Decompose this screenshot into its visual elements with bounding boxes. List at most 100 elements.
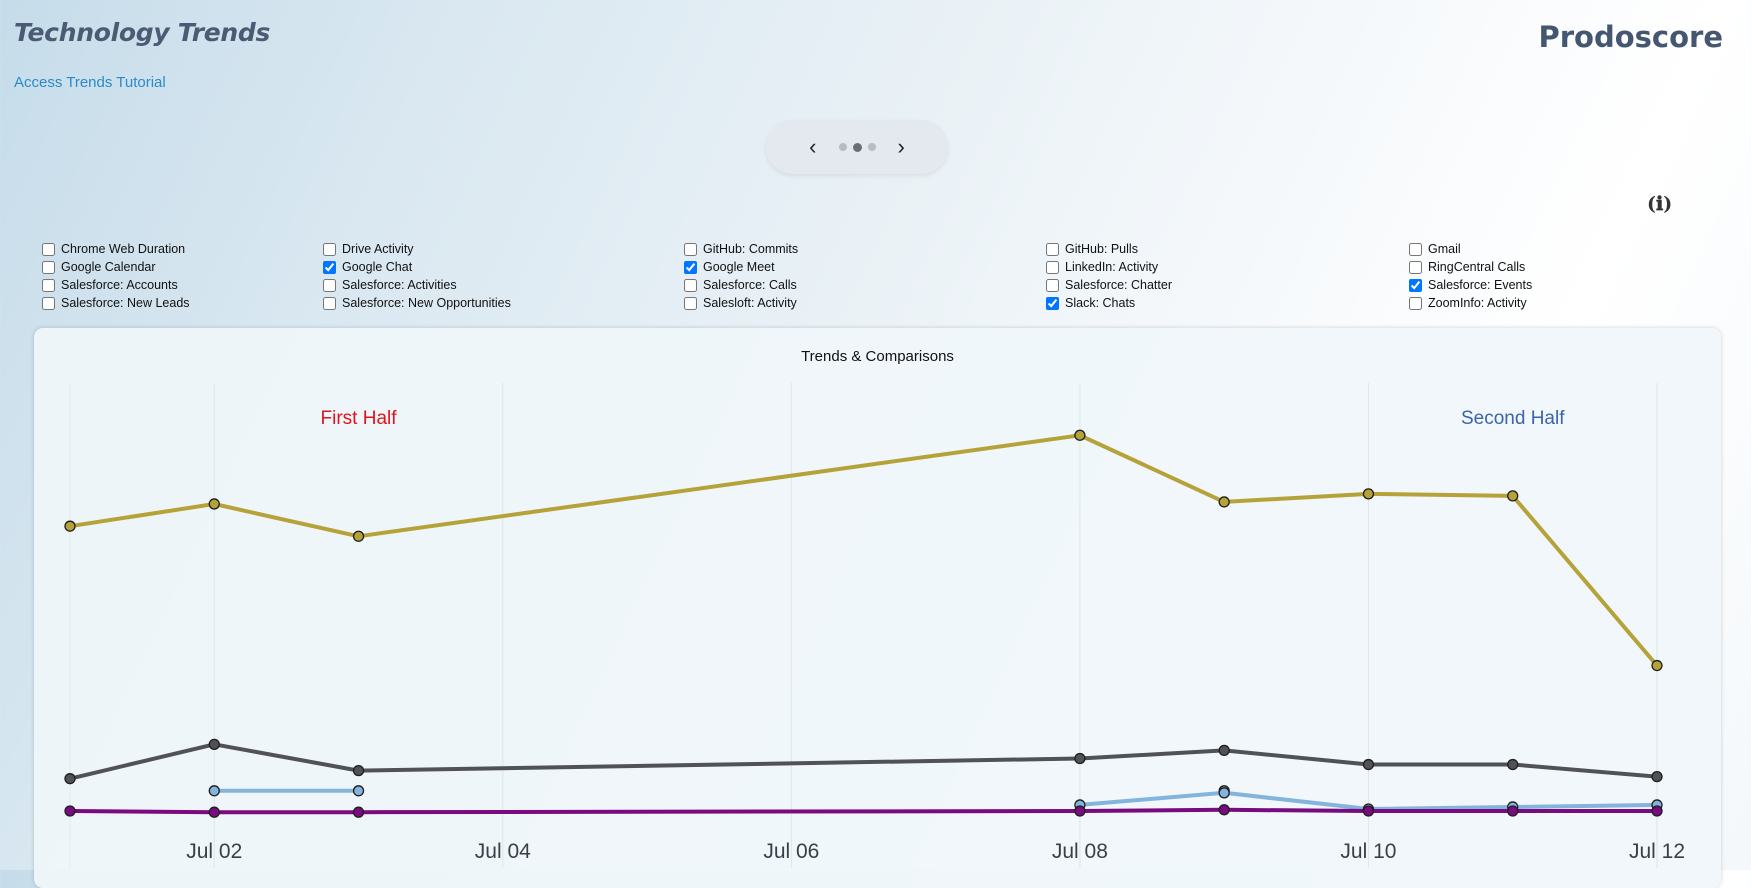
- filter-google-calendar[interactable]: Google Calendar: [42, 260, 156, 274]
- x-tick-label: Jul 10: [1340, 840, 1396, 863]
- filter-gmail[interactable]: Gmail: [1409, 242, 1461, 256]
- x-tick-label: Jul 04: [475, 840, 531, 863]
- data-point: [1651, 659, 1663, 672]
- filter-salesforce-accounts[interactable]: Salesforce: Accounts: [42, 278, 178, 292]
- filter-checkbox[interactable]: [684, 278, 697, 292]
- data-point: [1507, 490, 1519, 502]
- filter-label: ZoomInfo: Activity: [1428, 296, 1527, 310]
- filter-drive-activity[interactable]: Drive Activity: [323, 242, 414, 256]
- filter-label: Salesforce: Accounts: [61, 278, 178, 292]
- filter-salesforce-calls[interactable]: Salesforce: Calls: [684, 278, 797, 292]
- filter-label: Slack: Chats: [1065, 296, 1136, 310]
- data-point: [352, 764, 365, 777]
- filter-label: Drive Activity: [342, 242, 414, 256]
- page-dot-2[interactable]: [852, 142, 862, 152]
- data-point: [208, 806, 220, 818]
- metric-filters: Chrome Web Duration Google Calendar Salesf…: [42, 242, 1742, 314]
- filter-salesforce-new-opportunities[interactable]: Salesforce: New Opportunities: [323, 296, 511, 310]
- filter-ringcentral-calls[interactable]: RingCentral Calls: [1409, 260, 1525, 274]
- filter-label: Google Calendar: [61, 260, 156, 274]
- filter-checkbox[interactable]: [42, 296, 55, 310]
- x-tick-label: Jul 02: [186, 840, 242, 863]
- chart-title: Trends & Comparisons: [801, 348, 954, 365]
- filter-label: GitHub: Pulls: [1065, 242, 1138, 256]
- filter-linkedin-activity[interactable]: LinkedIn: Activity: [1046, 260, 1158, 274]
- filter-checkbox[interactable]: [323, 296, 336, 310]
- filter-label: GitHub: Commits: [703, 242, 799, 256]
- data-point: [1362, 805, 1375, 817]
- brand-logo: Prodoscore: [1538, 20, 1723, 54]
- data-point: [1507, 805, 1519, 817]
- filter-label: Google Meet: [703, 260, 775, 274]
- filter-label: LinkedIn: Activity: [1065, 260, 1159, 274]
- page-dot-1[interactable]: [838, 143, 847, 151]
- data-point: [1507, 758, 1519, 771]
- filter-label: Gmail: [1428, 242, 1461, 256]
- chevron-left-icon[interactable]: ‹: [809, 134, 817, 159]
- data-point: [1651, 771, 1663, 783]
- chart-annotation: Second Half: [1461, 408, 1565, 429]
- filter-salesforce-new-leads[interactable]: Salesforce: New Leads: [42, 296, 190, 310]
- data-point: [1074, 805, 1086, 817]
- data-point: [352, 806, 365, 818]
- filter-salesforce-events[interactable]: Salesforce: Events: [1409, 278, 1532, 292]
- filter-checkbox[interactable]: [1046, 242, 1059, 256]
- filter-checkbox[interactable]: [42, 260, 55, 274]
- data-point: [1218, 496, 1230, 508]
- filter-label: Salesforce: Chatter: [1065, 278, 1172, 292]
- tutorial-link[interactable]: Access Trends Tutorial: [14, 74, 166, 91]
- chevron-right-icon[interactable]: ›: [897, 134, 905, 159]
- filter-checkbox[interactable]: [1409, 296, 1422, 310]
- data-point: [1218, 744, 1230, 757]
- info-icon[interactable]: (ℹ): [1647, 193, 1673, 215]
- filter-label: Salesforce: New Opportunities: [342, 296, 511, 310]
- filter-checkbox[interactable]: [42, 242, 55, 256]
- filter-github-commits[interactable]: GitHub: Commits: [684, 242, 798, 256]
- filter-zoominfo-activity[interactable]: ZoomInfo: Activity: [1409, 296, 1527, 310]
- data-point: [1362, 758, 1375, 771]
- filter-checkbox[interactable]: [1046, 296, 1059, 310]
- trends-chart: Trends & Comparisons First Half Second Hal…: [34, 328, 1721, 888]
- filter-checkbox[interactable]: [42, 278, 55, 292]
- filter-label: Salesforce: New Leads: [61, 296, 190, 310]
- data-point: [1651, 805, 1663, 817]
- filter-google-chat[interactable]: Google Chat: [323, 260, 412, 274]
- data-point: [352, 785, 365, 797]
- filter-checkbox[interactable]: [1046, 260, 1059, 274]
- page-indicator: [838, 142, 876, 152]
- filter-checkbox[interactable]: [1409, 242, 1422, 256]
- page-title: Technology Trends: [14, 18, 271, 47]
- filter-checkbox[interactable]: [323, 242, 336, 256]
- filter-checkbox[interactable]: [684, 296, 697, 310]
- filter-label: RingCentral Calls: [1428, 260, 1526, 274]
- series-line: [68, 742, 1659, 781]
- filter-checkbox[interactable]: [684, 242, 697, 256]
- data-point: [352, 530, 365, 542]
- filter-slack-chats[interactable]: Slack: Chats: [1046, 296, 1135, 310]
- filter-checkbox[interactable]: [1409, 260, 1422, 274]
- page-dot-3[interactable]: [867, 143, 876, 151]
- filter-checkbox[interactable]: [1046, 278, 1059, 292]
- filter-label: Salesloft: Activity: [703, 296, 797, 310]
- x-tick-label: Jul 06: [763, 840, 819, 863]
- series-line: [68, 807, 1659, 815]
- data-point: [1362, 488, 1375, 500]
- x-tick-label: Jul 08: [1052, 840, 1108, 863]
- filter-checkbox[interactable]: [1409, 278, 1422, 292]
- filter-checkbox[interactable]: [323, 260, 336, 274]
- filter-salesforce-activities[interactable]: Salesforce: Activities: [323, 278, 457, 292]
- filter-label: Google Chat: [342, 260, 413, 274]
- series-line: [68, 433, 1659, 668]
- filter-checkbox[interactable]: [323, 278, 336, 292]
- filter-chrome-web-duration[interactable]: Chrome Web Duration: [42, 242, 185, 256]
- filter-google-meet[interactable]: Google Meet: [684, 260, 775, 274]
- filter-salesforce-chatter[interactable]: Salesforce: Chatter: [1046, 278, 1172, 292]
- data-point: [208, 785, 220, 797]
- data-point: [208, 498, 220, 510]
- filter-checkbox[interactable]: [684, 260, 697, 274]
- filter-github-pulls[interactable]: GitHub: Pulls: [1046, 242, 1138, 256]
- filter-salesloft-activity[interactable]: Salesloft: Activity: [684, 296, 797, 310]
- filter-label: Salesforce: Activities: [342, 278, 457, 292]
- data-point: [1074, 429, 1086, 441]
- x-tick-label: Jul 12: [1629, 840, 1685, 863]
